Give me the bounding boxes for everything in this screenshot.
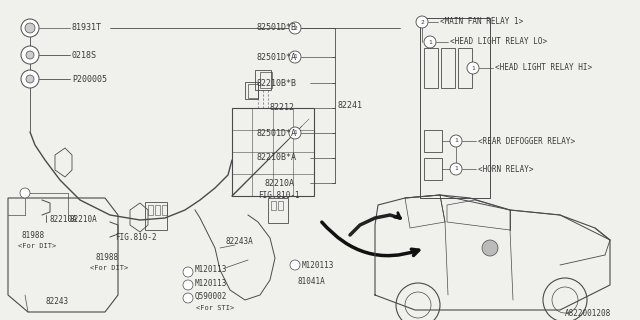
Text: 82212: 82212 — [269, 103, 294, 113]
Circle shape — [416, 16, 428, 28]
Circle shape — [26, 51, 34, 59]
Circle shape — [183, 280, 193, 290]
Bar — [458, 48, 472, 88]
Text: <HEAD LIGHT RELAY LO>: <HEAD LIGHT RELAY LO> — [450, 37, 547, 46]
Circle shape — [289, 22, 301, 34]
Text: 1: 1 — [293, 54, 297, 60]
Bar — [424, 158, 442, 180]
Text: <For DIT>: <For DIT> — [90, 265, 128, 271]
FancyArrowPatch shape — [322, 222, 419, 256]
Text: M120113: M120113 — [302, 260, 334, 269]
Bar — [155, 205, 160, 215]
Text: 81988: 81988 — [95, 253, 118, 262]
Text: 2: 2 — [420, 20, 424, 25]
Text: <For STI>: <For STI> — [196, 305, 234, 311]
Text: 82501D*B: 82501D*B — [257, 23, 296, 33]
Text: 81988: 81988 — [22, 230, 45, 239]
Text: 82210A: 82210A — [50, 215, 77, 225]
Circle shape — [183, 293, 193, 303]
Bar — [271, 201, 276, 210]
Text: 82210B*B: 82210B*B — [257, 78, 296, 87]
Text: FIG.810-2: FIG.810-2 — [115, 234, 157, 243]
Bar — [424, 130, 442, 152]
Circle shape — [26, 75, 34, 83]
Text: <HEAD LIGHT RELAY HI>: <HEAD LIGHT RELAY HI> — [495, 63, 592, 73]
Text: <REAR DEFOGGER RELAY>: <REAR DEFOGGER RELAY> — [478, 137, 575, 146]
Circle shape — [450, 135, 462, 147]
Bar — [420, 18, 490, 198]
Bar — [162, 205, 167, 215]
Circle shape — [450, 163, 462, 175]
Circle shape — [21, 70, 39, 88]
Circle shape — [289, 51, 301, 63]
Text: 82210A: 82210A — [70, 215, 98, 225]
Text: 81041A: 81041A — [298, 277, 326, 286]
Circle shape — [289, 127, 301, 139]
Text: 82210B*A: 82210B*A — [257, 154, 296, 163]
Bar — [441, 48, 455, 88]
Text: M120113: M120113 — [195, 266, 227, 275]
Text: 1: 1 — [471, 66, 475, 70]
Text: 2: 2 — [293, 26, 297, 30]
Text: 82243: 82243 — [45, 298, 68, 307]
Text: 1: 1 — [293, 131, 297, 135]
Text: Q590002: Q590002 — [195, 292, 227, 300]
Circle shape — [21, 46, 39, 64]
Bar — [424, 48, 438, 88]
Circle shape — [21, 19, 39, 37]
Bar — [232, 108, 314, 196]
Circle shape — [424, 36, 436, 48]
Bar — [145, 202, 167, 230]
Text: FIG.810-1: FIG.810-1 — [258, 190, 300, 199]
Text: 81931T: 81931T — [72, 23, 102, 33]
Bar — [278, 201, 283, 210]
Bar — [248, 84, 258, 98]
Text: 82210A: 82210A — [265, 179, 295, 188]
Circle shape — [183, 267, 193, 277]
Text: 0218S: 0218S — [72, 51, 97, 60]
Text: <HORN RELAY>: <HORN RELAY> — [478, 164, 534, 173]
Text: 82501D*A: 82501D*A — [257, 129, 296, 138]
Circle shape — [290, 260, 300, 270]
Bar — [255, 70, 271, 90]
Circle shape — [25, 23, 35, 33]
Circle shape — [482, 240, 498, 256]
Bar — [245, 82, 258, 99]
Text: <MAIN FAN RELAY 1>: <MAIN FAN RELAY 1> — [440, 18, 524, 27]
Text: <For DIT>: <For DIT> — [18, 243, 56, 249]
Circle shape — [20, 188, 30, 198]
Text: 1: 1 — [454, 139, 458, 143]
Text: 1: 1 — [454, 166, 458, 172]
Text: M120113: M120113 — [195, 278, 227, 287]
Text: P200005: P200005 — [72, 75, 107, 84]
Text: 82243A: 82243A — [225, 237, 253, 246]
Text: 82241: 82241 — [338, 100, 363, 109]
Text: 82501D*A: 82501D*A — [257, 52, 296, 61]
Circle shape — [467, 62, 479, 74]
Text: 1: 1 — [428, 39, 432, 44]
Bar — [148, 205, 153, 215]
Bar — [268, 198, 288, 223]
Bar — [260, 72, 272, 88]
Text: A822001208: A822001208 — [565, 309, 611, 318]
